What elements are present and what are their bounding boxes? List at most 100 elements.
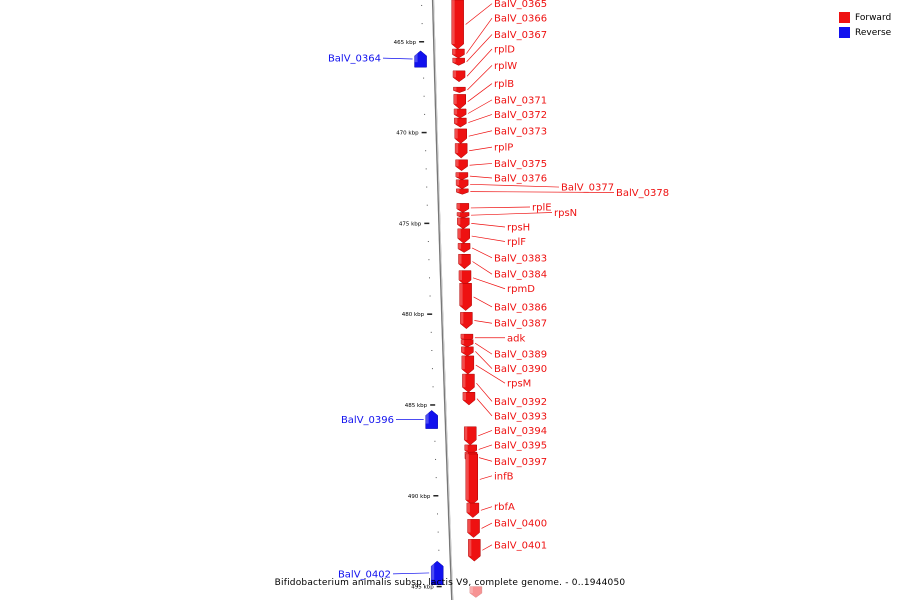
genome-backbone (431, 0, 454, 600)
leader-line (471, 247, 493, 259)
gene-arrow-shade (454, 118, 458, 124)
gene-label: BalV_0366 (494, 14, 547, 25)
gene-arrow (452, 48, 465, 59)
gene-arrow (453, 86, 466, 93)
gene-label: rplP (494, 143, 513, 154)
gene-arrow-shade (455, 143, 459, 153)
gene-arrow (451, 0, 464, 50)
gene-arrow (455, 159, 468, 172)
strand-legend: Forward Reverse (839, 10, 899, 40)
tick-label: 465 kbp (394, 40, 417, 46)
gene-track (414, 0, 483, 598)
gene-arrow (467, 519, 480, 538)
gene-arrow-shade (466, 503, 470, 513)
gene-label: BalV_0394 (494, 426, 547, 437)
gene-arrow-shade (462, 392, 466, 400)
tick-label: 475 kbp (399, 221, 422, 227)
gene-arrow (454, 143, 468, 159)
leader-line (382, 57, 413, 60)
gene-arrow-shade (425, 410, 429, 424)
gene-label: BalV_0395 (494, 440, 547, 451)
gene-arrow-shade (464, 444, 468, 451)
gene-arrow (456, 188, 469, 195)
leader-line (466, 34, 493, 62)
tick-label: 495 kbp (411, 585, 434, 591)
gene-label: BalV_0390 (494, 364, 547, 375)
leader-line (470, 191, 615, 193)
gene-label: rplE (532, 203, 552, 214)
gene-arrow (458, 270, 472, 286)
leader-line (465, 3, 493, 25)
gene-label: BalV_0372 (494, 110, 547, 121)
tick-label: 490 kbp (408, 494, 431, 500)
leader-line (480, 506, 493, 511)
genome-caption: Bifidobacterium animalis subsp. lactis V… (274, 578, 626, 588)
leader-line (471, 212, 553, 216)
leader-line (471, 223, 506, 228)
gene-label: rplD (494, 45, 515, 56)
gene-arrow-shade (451, 0, 455, 45)
legend-forward: Forward (839, 10, 899, 25)
gene-arrow-shade (468, 539, 472, 557)
gene-label: BalV_0392 (494, 397, 547, 408)
gene-arrow (465, 453, 479, 506)
gene-arrow-shade (453, 87, 457, 91)
gene-arrow (463, 426, 477, 446)
leader-line (472, 277, 506, 290)
gene-arrow (414, 50, 427, 68)
gene-label: BalV_0401 (494, 540, 547, 551)
gene-arrow (454, 117, 467, 128)
gene-label: rbfA (494, 502, 515, 513)
gene-arrow-shade (457, 212, 461, 216)
leader-line (468, 130, 493, 137)
gene-arrow-shade (458, 270, 462, 281)
gene-label: BalV_0397 (494, 457, 547, 468)
tick-label: 480 kbp (402, 312, 425, 318)
gene-arrow-shade (457, 228, 461, 239)
leader-line (471, 235, 506, 242)
gene-arrow-shade (456, 203, 460, 209)
gene-arrow (425, 410, 438, 429)
gene-arrow (452, 70, 466, 83)
gene-label: rplF (507, 237, 526, 248)
gene-arrow (466, 502, 480, 518)
gene-arrow (455, 172, 469, 181)
gene-arrow (456, 212, 470, 219)
gene-label: BalV_0367 (494, 30, 547, 41)
gene-arrow (461, 346, 474, 357)
gene-arrow-shade (414, 50, 418, 63)
leader-line (478, 457, 493, 462)
coordinate-axis: 465 kbp 470 kbp 475 kbp 480 kbp 485 kbp 490 k… (394, 40, 442, 591)
gene-arrow-shade (452, 49, 456, 55)
gene-label: BalV_0387 (494, 319, 547, 330)
gene-label: BalV_0400 (494, 519, 547, 530)
gene-arrow (468, 539, 481, 562)
gene-arrow-shade (431, 561, 435, 580)
gene-arrow-shade (461, 339, 465, 344)
gene-label: BalV_0371 (494, 95, 547, 106)
gene-arrow (455, 179, 469, 190)
gene-arrow (460, 339, 474, 348)
leader-line (474, 342, 493, 355)
gene-arrow (457, 228, 470, 244)
leader-line (472, 261, 493, 275)
gene-label: BalV_0386 (494, 302, 547, 313)
gene-label: rplW (494, 61, 517, 72)
gene-label: BalV_0383 (494, 253, 547, 264)
gene-label: BalV_0396 (341, 415, 394, 426)
gene-arrow-shade (460, 312, 464, 324)
leader-line (468, 114, 493, 123)
leader-line (469, 146, 493, 152)
leader-line (392, 572, 430, 575)
leader-line (469, 163, 493, 166)
gene-label: BalV_0384 (494, 270, 547, 281)
leader-line (475, 364, 506, 384)
gene-arrow (453, 108, 467, 119)
leader-line (470, 206, 531, 209)
gene-arrow-shade (467, 519, 471, 533)
leader-line (482, 544, 493, 551)
legend-forward-label: Forward (855, 12, 892, 23)
gene-label: BalV_0377 (561, 183, 614, 194)
forward-swatch (839, 12, 850, 23)
